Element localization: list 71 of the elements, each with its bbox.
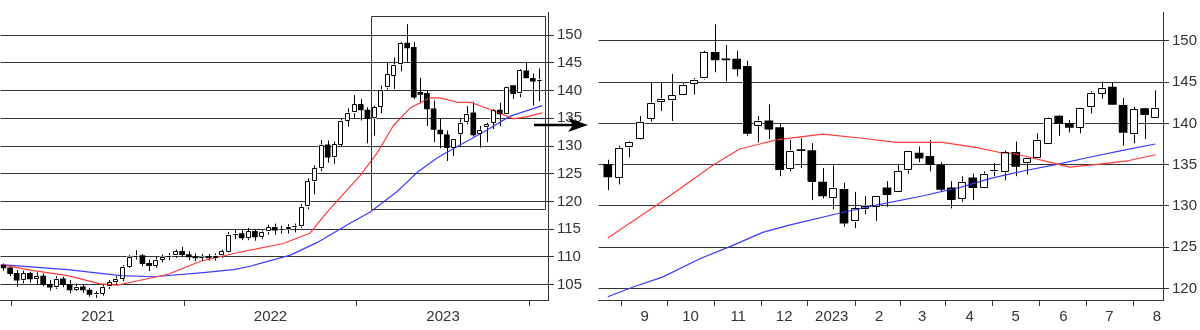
x-tick-label: 10	[682, 307, 699, 325]
candlestick	[947, 180, 956, 209]
candlestick	[710, 23, 720, 73]
candlestick	[1151, 89, 1160, 119]
candlestick	[818, 167, 827, 199]
candlestick	[882, 180, 892, 208]
x-tick-label: 9	[640, 307, 649, 325]
candlestick	[477, 125, 483, 149]
y-tick-label: 140	[557, 80, 583, 98]
candlestick	[1086, 90, 1096, 114]
x-tick-label: 7	[1105, 307, 1114, 325]
y-tick-label: 150	[1172, 31, 1198, 49]
candlestick	[957, 175, 967, 203]
x-tick-label: 2022	[253, 307, 288, 325]
candlestick	[646, 81, 656, 123]
candlestick	[1140, 107, 1149, 140]
candlestick	[483, 122, 490, 143]
candlestick	[1032, 132, 1042, 159]
y-tick-label: 110	[557, 246, 581, 264]
candlestick	[904, 150, 913, 175]
x-tick-label: 2023	[815, 307, 849, 325]
candlestick	[893, 163, 902, 194]
candlestick	[785, 139, 795, 172]
x-tick-label: 2023	[426, 307, 460, 325]
candlestick	[861, 195, 870, 215]
candlestick	[850, 191, 860, 229]
y-tick-label: 120	[1172, 278, 1198, 296]
candlestick	[1108, 81, 1117, 105]
candlestick	[1054, 114, 1064, 137]
candlestick	[430, 100, 437, 143]
candlestick	[667, 73, 677, 122]
candlestick	[530, 72, 536, 107]
y-tick-label: 120	[557, 191, 583, 209]
y-tick-label: 115	[557, 219, 581, 237]
candlestick	[1000, 150, 1010, 181]
candlestick	[732, 50, 741, 77]
candlestick	[871, 195, 881, 222]
candlestick	[377, 85, 384, 114]
x-tick-label: 8	[1152, 307, 1162, 325]
x-tick-label: 2	[875, 307, 884, 325]
y-tick-label: 130	[557, 136, 583, 154]
x-tick-label: 11	[730, 307, 746, 325]
candlestick	[371, 105, 377, 137]
y-tick-label: 135	[557, 108, 583, 126]
candlestick	[968, 173, 978, 201]
y-tick-label: 105	[557, 274, 583, 292]
y-tick-label: 130	[1172, 196, 1198, 214]
candlestick	[764, 103, 774, 140]
y-tick-label: 145	[557, 53, 583, 71]
x-tick-label: 5	[1011, 307, 1020, 325]
y-tick-label: 150	[557, 25, 583, 43]
candlestick	[603, 159, 613, 191]
x-tick-label: 12	[775, 307, 793, 325]
y-tick-label: 145	[1172, 72, 1198, 90]
candlestick	[925, 139, 935, 172]
y-tick-label: 125	[557, 163, 583, 181]
y-tick-label: 135	[1172, 154, 1198, 172]
candlestick	[1011, 141, 1021, 177]
x-tick-label: 4	[965, 307, 974, 325]
y-tick-label: 140	[1172, 113, 1198, 131]
candlestick	[1075, 107, 1085, 134]
x-tick-label: 6	[1059, 307, 1068, 325]
candlestick	[828, 164, 838, 210]
y-tick-label: 125	[1172, 237, 1198, 255]
candlestick	[364, 106, 371, 144]
x-tick-label: 3	[918, 307, 927, 325]
candlestick	[753, 115, 763, 143]
candlestick	[657, 81, 666, 112]
candlestick	[635, 115, 645, 141]
x-tick-label: 2021	[81, 307, 115, 325]
candlestick	[437, 118, 444, 149]
